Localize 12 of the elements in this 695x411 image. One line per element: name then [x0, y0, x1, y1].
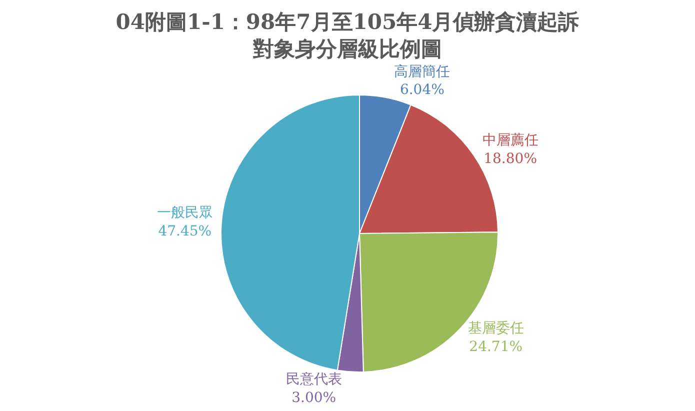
- chart-title: 04附圖1-1：98年7月至105年4月偵辦貪瀆起訴: [116, 8, 580, 34]
- data-label: 18.80%: [484, 150, 537, 167]
- data-label: 24.71%: [469, 338, 523, 355]
- slice-label: 民意代表: [286, 372, 342, 388]
- chart-subtitle: 對象身分層級比例圖: [252, 36, 442, 62]
- slice-label: 一般民眾: [156, 205, 213, 222]
- slice-label: 中層薦任: [482, 132, 538, 149]
- data-label: 3.00%: [292, 390, 336, 406]
- data-label: 47.45%: [158, 223, 212, 240]
- slice-label: 基層委任: [468, 320, 524, 337]
- slice-label: 高層簡任: [394, 64, 450, 80]
- data-label: 6.04%: [400, 82, 444, 98]
